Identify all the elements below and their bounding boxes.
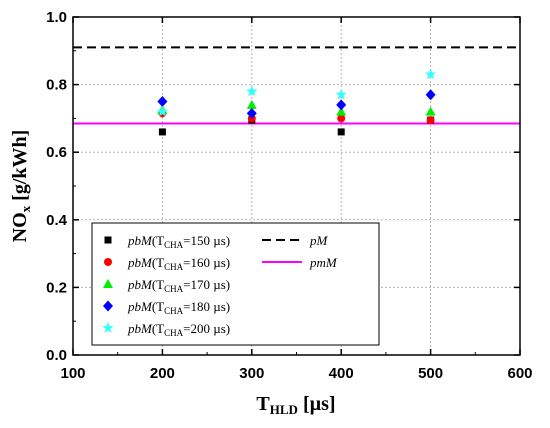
y-axis-title-sub: x [18, 205, 33, 212]
y-tick-label: 0.8 [46, 77, 67, 94]
legend-label: pbM(TCHA=170 µs) [127, 277, 230, 294]
data-point-diamond-500 [425, 89, 436, 101]
x-tick-label: 400 [329, 365, 354, 382]
data-points [156, 68, 437, 136]
legend-label-open: (T [152, 255, 164, 270]
x-axis-title-unit: [µs] [298, 393, 336, 415]
legend-label-open: (T [152, 299, 164, 314]
y-tick-label: 0.6 [46, 144, 67, 161]
x-tick-label: 500 [418, 365, 443, 382]
legend-label-sub: CHA [164, 240, 184, 250]
data-point-diamond-400 [336, 99, 347, 111]
data-point-triangle-500 [425, 106, 436, 116]
legend-label-sub: CHA [164, 262, 184, 272]
data-point-circle-500 [426, 116, 435, 125]
legend-label-main: pbM [127, 277, 153, 292]
legend-label-open: (T [152, 233, 164, 248]
x-axis-title: THLD [µs] [256, 393, 335, 417]
y-axis-title-main: NO [9, 212, 31, 242]
legend-label-pM: pM [309, 233, 329, 248]
x-tick-label: 200 [150, 365, 175, 382]
legend-label-main: pbM [127, 255, 153, 270]
data-point-triangle-400 [336, 106, 347, 116]
legend-label-main: pbM [127, 233, 153, 248]
legend-label-close: =200 µs) [183, 321, 230, 336]
legend-box [91, 222, 380, 346]
y-axis-title: NOx [g/kWh] [9, 130, 33, 243]
x-tick-label: 600 [507, 365, 532, 382]
legend-label: pbM(TCHA=160 µs) [127, 255, 230, 272]
legend-label: pbM(TCHA=150 µs) [127, 233, 230, 250]
legend-label-close: =150 µs) [183, 233, 230, 248]
legend-label-open: (T [152, 321, 164, 336]
legend-label-close: =160 µs) [183, 255, 230, 270]
legend-label: pbM(TCHA=200 µs) [127, 321, 230, 338]
data-point-diamond-200 [157, 96, 168, 107]
legend-label-sub: CHA [164, 328, 184, 338]
legend-marker-circle [104, 258, 112, 266]
data-point-square-400 [337, 128, 345, 136]
x-tick-label: 100 [60, 365, 85, 382]
data-point-circle-400 [337, 114, 346, 123]
data-point-square-200 [158, 128, 166, 136]
y-tick-label: 0.0 [46, 347, 67, 364]
data-point-triangle-300 [246, 99, 257, 109]
legend-marker-star [102, 322, 114, 333]
data-point-star-500 [424, 68, 437, 80]
y-tick-label: 0.2 [46, 279, 67, 296]
legend-marker-square [104, 236, 112, 244]
x-axis-title-main: T [256, 393, 270, 415]
legend-label-close: =170 µs) [183, 277, 230, 292]
legend-label-main: pbM [127, 321, 153, 336]
legend-marker-triangle [103, 279, 113, 288]
legend-label-pmM: pmM [309, 255, 338, 270]
legend-marker-diamond [103, 300, 113, 312]
y-axis-title-unit: [g/kWh] [9, 130, 31, 206]
data-point-diamond-300 [246, 107, 257, 119]
legend-label-sub: CHA [164, 306, 184, 316]
legend-label: pbM(TCHA=180 µs) [127, 299, 230, 316]
legend-label-sub: CHA [164, 284, 184, 294]
legend-label-main: pbM [127, 299, 153, 314]
legend-label-close: =180 µs) [183, 299, 230, 314]
data-point-star-300 [246, 85, 258, 97]
x-axis-title-sub: HLD [270, 402, 298, 417]
data-point-star-400 [335, 88, 347, 100]
reference-lines [73, 46, 520, 125]
legend: pbM(TCHA=150 µs)pbM(TCHA=160 µs)pbM(TCHA… [91, 222, 380, 346]
x-tick-label: 300 [239, 365, 264, 382]
y-tick-label: 0.4 [46, 212, 68, 229]
data-point-star-200 [156, 105, 169, 117]
legend-label-open: (T [152, 277, 164, 292]
axis-ticks: 100 200 300 400 500 600 0.0 0.2 0.4 0.6 0.8 1.0 [46, 9, 532, 382]
y-tick-label: 1.0 [46, 9, 67, 26]
